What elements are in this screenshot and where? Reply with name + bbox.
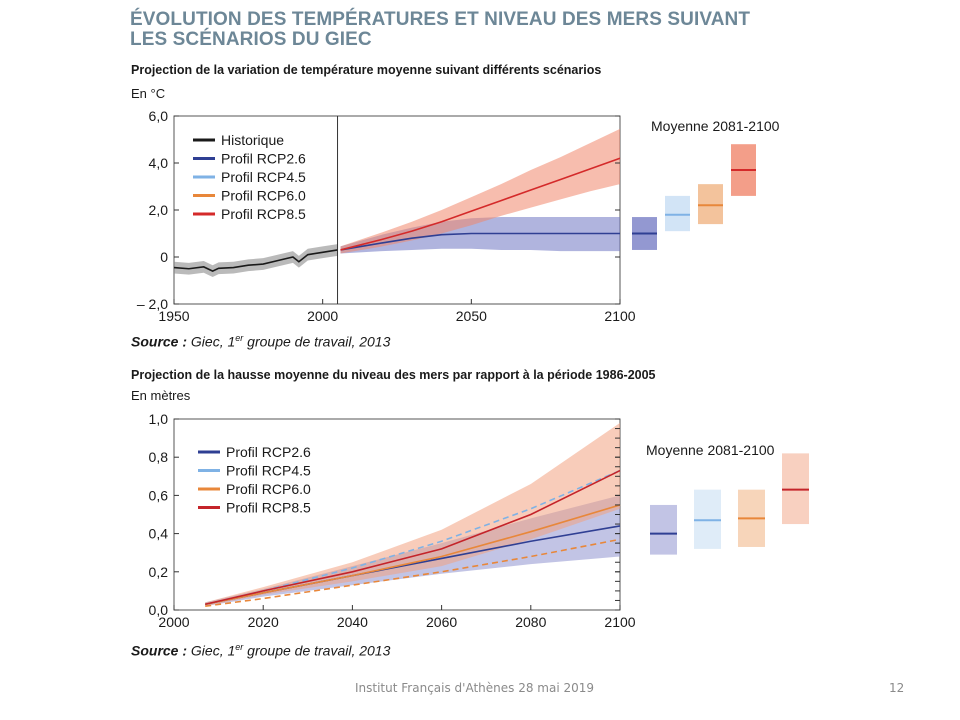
chart2-y-tick-label-3: 0,6 [149,487,169,503]
chart1-source-sup: er [235,333,244,343]
chart2-source: Source : Giec, 1er groupe de travail, 20… [131,642,390,659]
chart2-x-tick-label-5: 2100 [604,614,635,630]
chart1-side-box-1 [665,195,690,232]
chart1-legend-label-4: Profil RCP8.5 [221,206,306,222]
chart1-source-tail: groupe de travail, 2013 [243,333,391,350]
chart2-legend-label-0: Profil RCP2.6 [226,444,311,460]
chart2-y-tick-label-0: 0,0 [149,602,169,618]
chart2-y-tick-label-5: 1,0 [149,411,169,427]
chart2-source-text: Giec, 1 [190,642,236,659]
chart1-line-1 [340,232,620,251]
chart1-x-tick-label-0: 1950 [158,308,189,324]
chart1-line-0 [173,249,338,272]
chart2-y-tick-label-4: 0,8 [149,449,169,465]
chart1-band-1 [340,217,620,254]
chart1-subtitle: Projection de la variation de températur… [131,63,602,77]
chart1-band-4 [340,128,620,254]
chart1-y-tick-label-3: 4,0 [149,155,169,171]
chart2-unit-label: En mètres [131,388,191,403]
chart2-line-1 [205,469,621,606]
chart2-y-tick-label-2: 0,4 [149,526,169,542]
chart1-side-box-2 [698,184,723,225]
chart1-unit-label: En °C [131,86,166,101]
chart2-x-tick-label-1: 2020 [248,614,279,630]
chart1-y-tick-label-0: – 2,0 [137,296,168,312]
chart1-source-label: Source : [131,333,188,350]
chart2-side-box-0 [650,504,677,555]
chart2-legend-label-2: Profil RCP6.0 [226,481,311,497]
chart1-source-text: Giec, 1 [190,333,236,350]
footer-text: Institut Français d'Athènes 28 mai 2019 [355,681,595,695]
chart2-x-tick-label-3: 2060 [426,614,457,630]
chart1-y-tick-label-4: 6,0 [149,108,169,124]
chart2-source-tail: groupe de travail, 2013 [243,642,391,659]
chart2-line-2 [205,504,621,606]
chart1-legend-label-2: Profil RCP4.5 [221,169,306,185]
chart1-source: Source : Giec, 1er groupe de travail, 20… [131,333,390,350]
chart1-x-tick-label-2: 2050 [456,308,487,324]
chart2-source-sup: er [235,642,244,652]
chart1-x-tick-label-3: 2100 [604,308,635,324]
chart1-y-tick-label-1: 0 [160,249,168,265]
chart2-subtitle: Projection de la hausse moyenne du nivea… [131,368,656,382]
slide-title-line1: ÉVOLUTION DES TEMPÉRATURES ET NIVEAU DES… [130,9,751,30]
chart2-x-tick-label-0: 2000 [158,614,189,630]
chart1-legend-label-3: Profil RCP6.0 [221,188,306,204]
chart1-line-4 [340,157,621,251]
chart2-dashed-line-2 [205,538,621,607]
slide-title-line2: LES SCÉNARIOS DU GIEC [130,29,372,50]
chart1-y-tick-label-2: 2,0 [149,202,169,218]
chart2-line-3 [205,469,621,606]
slide-title: ÉVOLUTION DES TEMPÉRATURES ET NIVEAU DES… [130,10,830,50]
chart1-legend-label-1: Profil RCP2.6 [221,151,306,167]
chart1-legend-label-0: Historique [221,132,284,148]
chart1-side-title: Moyenne 2081-2100 [651,118,780,134]
chart2-x-tick-label-4: 2080 [515,614,546,630]
chart2-legend-label-1: Profil RCP4.5 [226,463,311,479]
chart2-x-tick-label-2: 2040 [337,614,368,630]
chart2-source-label: Source : [131,642,188,659]
page-number: 12 [889,681,905,695]
chart2-y-tick-label-1: 0,2 [149,564,169,580]
chart1-x-tick-label-1: 2000 [307,308,338,324]
chart1-band-0 [174,244,338,277]
chart2-legend-label-3: Profil RCP8.5 [226,500,311,516]
chart2-band-3 [205,422,620,607]
chart2-side-title: Moyenne 2081-2100 [646,442,775,458]
